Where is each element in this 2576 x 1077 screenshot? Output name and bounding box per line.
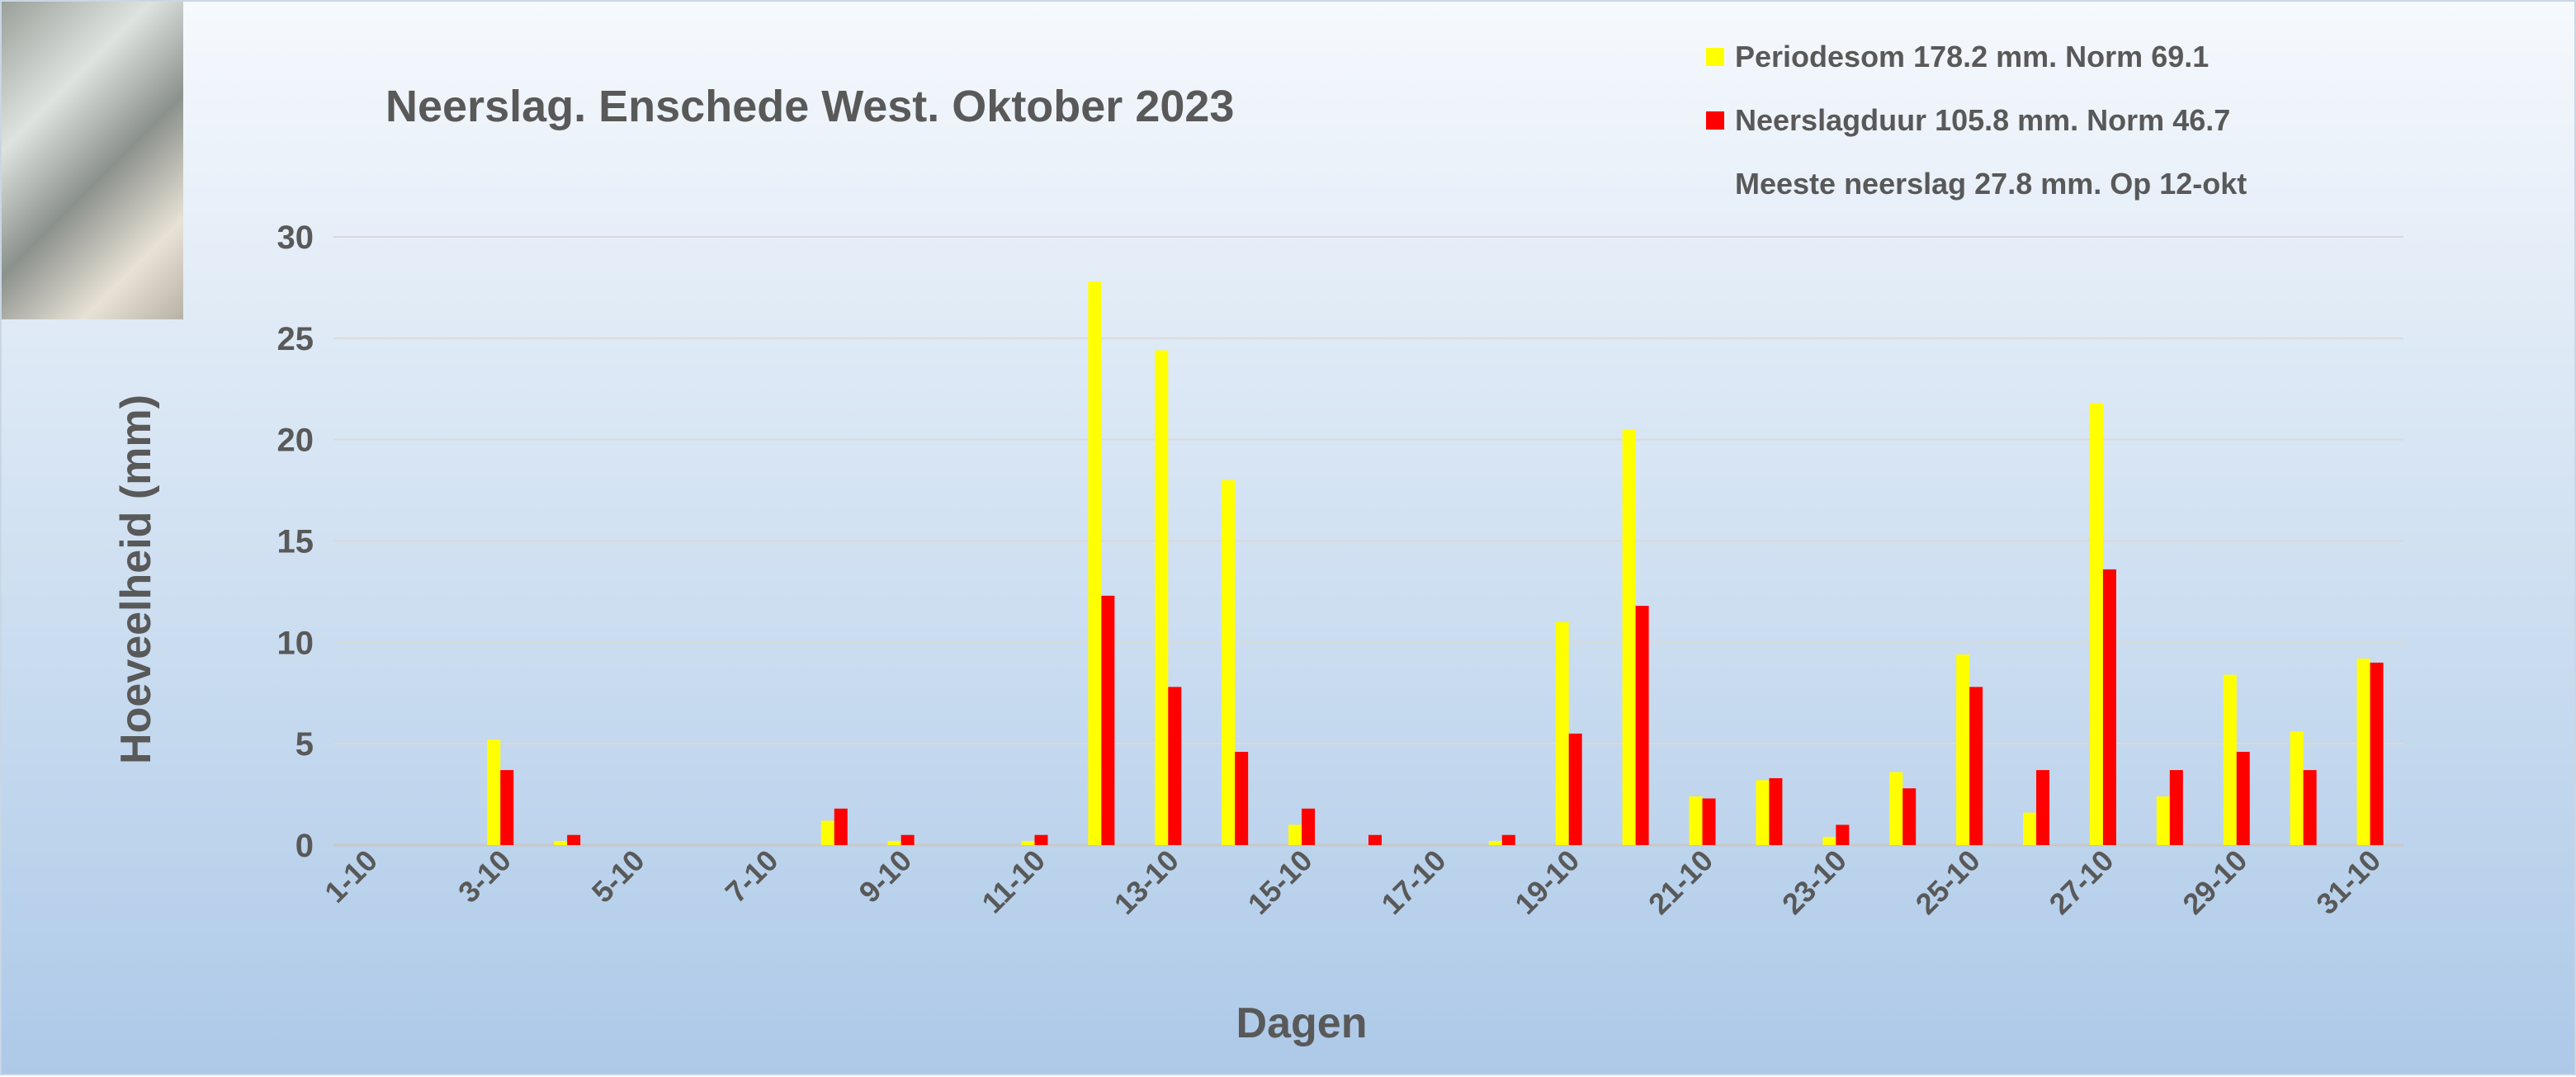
rain-gauge-photo xyxy=(2,2,183,319)
bar-neerslagduur-13-10 xyxy=(1168,687,1182,845)
bar-periodesom-12-10 xyxy=(1088,281,1102,846)
bar-periodesom-3-10 xyxy=(487,739,501,845)
bar-neerslagduur-3-10 xyxy=(500,770,514,845)
x-tick-label: 23-10 xyxy=(1775,843,1853,921)
y-axis-title: Hoeveelheid (mm) xyxy=(112,394,160,764)
bar-periodesom-11-10 xyxy=(1021,841,1035,845)
y-tick-label: 15 xyxy=(277,524,314,560)
legend-swatch-neerslagduur xyxy=(1706,111,1724,130)
bar-periodesom-15-10 xyxy=(1288,824,1302,845)
bar-periodesom-26-10 xyxy=(2023,812,2037,845)
bar-neerslagduur-22-10 xyxy=(1769,777,1783,845)
x-tick-label: 25-10 xyxy=(1909,843,1987,921)
legend-swatch-periodesom xyxy=(1706,48,1724,66)
bar-neerslagduur-30-10 xyxy=(2303,770,2317,845)
bar-periodesom-14-10 xyxy=(1222,479,1236,845)
bar-neerslagduur-20-10 xyxy=(1635,606,1649,845)
bar-neerslagduur-11-10 xyxy=(1034,834,1048,845)
x-tick-label: 15-10 xyxy=(1241,843,1319,921)
bar-periodesom-21-10 xyxy=(1689,796,1703,845)
bar-periodesom-27-10 xyxy=(2089,403,2103,845)
y-tick-label: 0 xyxy=(295,828,314,864)
legend-label-periodesom: Periodesom 178.2 mm. Norm 69.1 xyxy=(1735,40,2210,73)
bar-neerslagduur-21-10 xyxy=(1702,798,1716,845)
bar-periodesom-28-10 xyxy=(2156,796,2170,845)
bar-periodesom-23-10 xyxy=(1822,837,1836,845)
x-tick-label: 27-10 xyxy=(2042,843,2120,921)
y-tick-label: 5 xyxy=(295,726,314,763)
bar-neerslagduur-28-10 xyxy=(2169,770,2183,845)
bar-periodesom-9-10 xyxy=(887,841,901,845)
bar-neerslagduur-29-10 xyxy=(2236,751,2250,845)
bar-periodesom-4-10 xyxy=(554,841,568,845)
x-tick-label: 31-10 xyxy=(2309,843,2387,921)
y-tick-label: 10 xyxy=(277,625,314,661)
bar-neerslagduur-27-10 xyxy=(2102,569,2116,845)
x-tick-label: 13-10 xyxy=(1108,843,1185,921)
bar-neerslagduur-19-10 xyxy=(1568,733,1582,845)
x-tick-label: 7-10 xyxy=(719,843,785,909)
bar-periodesom-29-10 xyxy=(2223,674,2237,845)
bar-neerslagduur-18-10 xyxy=(1501,834,1515,845)
bar-neerslagduur-16-10 xyxy=(1368,834,1382,845)
y-tick-label: 20 xyxy=(277,423,314,459)
y-tick-label: 25 xyxy=(277,321,314,357)
x-tick-label: 21-10 xyxy=(1642,843,1719,921)
bar-periodesom-22-10 xyxy=(1756,780,1770,845)
x-tick-label: 11-10 xyxy=(975,843,1052,920)
bars xyxy=(487,281,2384,846)
bar-neerslagduur-31-10 xyxy=(2370,662,2384,845)
x-tick-label: 29-10 xyxy=(2176,843,2253,921)
bar-neerslagduur-26-10 xyxy=(2036,770,2050,845)
bar-periodesom-31-10 xyxy=(2356,658,2370,845)
bar-neerslagduur-12-10 xyxy=(1101,595,1115,845)
x-tick-label: 19-10 xyxy=(1508,843,1586,921)
y-tick-label: 30 xyxy=(277,220,314,256)
x-tick-label: 1-10 xyxy=(318,843,384,909)
legend-label-neerslagduur: Neerslagduur 105.8 mm. Norm 46.7 xyxy=(1735,103,2231,137)
bar-neerslagduur-9-10 xyxy=(900,834,915,845)
bar-periodesom-24-10 xyxy=(1889,772,1903,845)
bar-neerslagduur-24-10 xyxy=(1902,788,1917,845)
x-tick-label: 17-10 xyxy=(1374,843,1452,921)
bar-periodesom-19-10 xyxy=(1555,621,1569,845)
y-tick-labels: 0 5 10 15 20 25 30 xyxy=(277,220,314,864)
bar-neerslagduur-8-10 xyxy=(834,808,848,845)
x-tick-label: 5-10 xyxy=(585,843,651,909)
bar-neerslagduur-4-10 xyxy=(567,834,581,845)
chart-title: Neerslag. Enschede West. Oktober 2023 xyxy=(385,82,1234,131)
bar-periodesom-25-10 xyxy=(1956,654,1970,845)
bar-neerslagduur-15-10 xyxy=(1302,808,1316,845)
x-tick-label: 3-10 xyxy=(451,843,518,909)
annotation-max-text: Meeste neerslag 27.8 mm. Op 12-okt xyxy=(1735,167,2248,201)
bar-periodesom-30-10 xyxy=(2290,731,2304,845)
bar-neerslagduur-14-10 xyxy=(1235,751,1249,845)
x-tick-labels: 1-10 3-10 5-10 7-10 9-10 11-10 13-10 15-10 17-10… xyxy=(318,843,2387,921)
bar-periodesom-8-10 xyxy=(820,820,834,845)
bar-neerslagduur-23-10 xyxy=(1836,824,1850,845)
bar-periodesom-18-10 xyxy=(1488,841,1502,845)
x-tick-label: 9-10 xyxy=(852,843,918,909)
bar-neerslagduur-25-10 xyxy=(1969,687,1983,845)
bar-periodesom-20-10 xyxy=(1622,429,1636,845)
bar-periodesom-13-10 xyxy=(1155,350,1169,845)
x-axis-title: Dagen xyxy=(1236,999,1368,1047)
